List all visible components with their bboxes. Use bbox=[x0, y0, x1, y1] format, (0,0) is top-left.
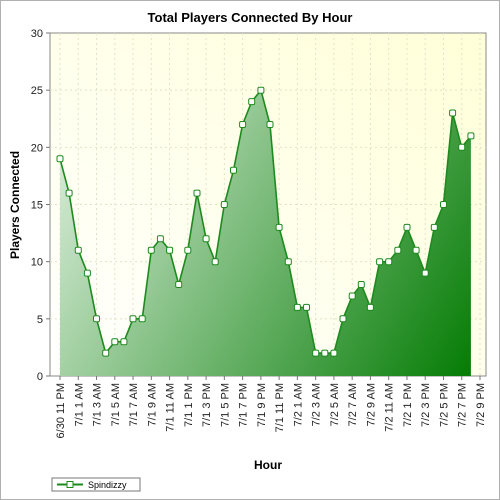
data-point bbox=[321, 349, 329, 357]
x-tick-label: 7/2 1 AM bbox=[292, 383, 304, 426]
x-tick-label: 7/1 3 PM bbox=[201, 383, 213, 427]
x-tick-label: 7/1 11 AM bbox=[165, 383, 177, 432]
data-point bbox=[366, 303, 374, 311]
data-point bbox=[175, 281, 183, 288]
data-point bbox=[257, 86, 265, 94]
y-tick-label: 30 bbox=[31, 28, 43, 40]
data-point bbox=[339, 315, 347, 323]
data-point bbox=[275, 223, 283, 231]
data-point bbox=[467, 132, 475, 140]
y-tick-label: 5 bbox=[37, 314, 43, 326]
x-tick-label: 7/2 5 PM bbox=[438, 383, 450, 427]
x-tick-label: 7/2 11 AM bbox=[384, 383, 396, 432]
data-point bbox=[74, 246, 82, 254]
x-tick-label: 7/1 1 AM bbox=[73, 383, 85, 426]
data-point bbox=[193, 189, 201, 197]
x-tick-label: 7/1 11 PM bbox=[274, 383, 286, 432]
x-axis-label: Hour bbox=[254, 458, 282, 472]
data-point bbox=[348, 292, 356, 300]
data-point bbox=[376, 258, 384, 266]
data-point bbox=[211, 258, 219, 266]
data-point bbox=[138, 315, 146, 323]
y-axis-ticks: 0 5 10 15 20 25 30 bbox=[31, 28, 50, 383]
legend: Spindizzy bbox=[51, 477, 141, 492]
data-point bbox=[147, 246, 155, 254]
data-point bbox=[303, 303, 310, 311]
data-point bbox=[284, 258, 292, 266]
x-tick-label: 7/1 7 PM bbox=[238, 383, 250, 427]
legend-label: Spindizzy bbox=[88, 480, 127, 490]
data-point bbox=[65, 189, 73, 197]
data-point bbox=[120, 338, 128, 346]
data-point bbox=[248, 98, 256, 106]
data-point bbox=[239, 121, 247, 128]
data-point bbox=[166, 246, 174, 254]
y-tick-label: 20 bbox=[31, 142, 43, 154]
data-point bbox=[430, 223, 438, 231]
data-point bbox=[230, 166, 237, 174]
series-line bbox=[59, 88, 472, 355]
data-point bbox=[412, 246, 420, 254]
data-point bbox=[440, 201, 447, 208]
legend-box bbox=[51, 477, 141, 492]
x-tick-label: 7/1 9 PM bbox=[256, 383, 268, 427]
legend-swatch-marker bbox=[66, 481, 74, 488]
x-tick-label: 7/2 9 PM bbox=[475, 383, 487, 427]
data-point bbox=[184, 246, 192, 254]
data-point bbox=[403, 223, 411, 231]
x-tick-label: 7/2 5 AM bbox=[329, 383, 341, 426]
x-tick-label: 7/2 7 AM bbox=[347, 383, 359, 426]
data-point bbox=[293, 303, 301, 311]
y-tick-label: 15 bbox=[31, 200, 43, 212]
x-tick-label: 7/1 1 PM bbox=[183, 383, 195, 427]
x-tick-label: 7/1 3 AM bbox=[92, 383, 104, 426]
data-point bbox=[111, 338, 119, 346]
x-tick-label: 7/2 3 PM bbox=[420, 383, 432, 427]
data-point bbox=[357, 281, 365, 288]
data-point bbox=[458, 143, 466, 151]
data-point bbox=[202, 235, 210, 243]
data-point bbox=[102, 349, 110, 357]
data-point bbox=[156, 235, 164, 243]
y-axis-label: Players Connected bbox=[8, 151, 22, 259]
y-tick-label: 0 bbox=[37, 371, 43, 383]
x-tick-label: 7/2 1 PM bbox=[402, 383, 414, 427]
data-point bbox=[83, 269, 91, 277]
data-point bbox=[129, 315, 137, 323]
data-point bbox=[449, 109, 457, 117]
data-point bbox=[421, 269, 429, 277]
chart-title: Total Players Connected By Hour bbox=[148, 10, 353, 25]
data-point bbox=[56, 155, 64, 163]
data-point bbox=[312, 349, 320, 357]
x-tick-label: 7/1 7 AM bbox=[128, 383, 140, 426]
data-point bbox=[266, 121, 274, 128]
x-tick-label: 6/30 11 PM bbox=[55, 383, 67, 438]
x-axis-ticks: 6/30 11 PM 7/1 1 AM 7/1 3 AM 7/1 5 AM 7/1 7 … bbox=[55, 376, 487, 438]
data-point bbox=[93, 315, 100, 323]
data-point bbox=[330, 349, 338, 357]
data-point bbox=[394, 246, 402, 254]
x-tick-label: 7/2 7 PM bbox=[457, 383, 469, 427]
y-tick-label: 10 bbox=[31, 257, 43, 269]
y-tick-label: 25 bbox=[31, 85, 43, 97]
data-point bbox=[220, 201, 228, 208]
series-markers bbox=[56, 86, 475, 357]
data-point bbox=[385, 258, 393, 266]
x-tick-label: 7/1 9 AM bbox=[146, 383, 158, 426]
x-tick-label: 7/2 9 AM bbox=[365, 383, 377, 426]
x-tick-label: 7/1 5 PM bbox=[219, 383, 231, 427]
x-tick-label: 7/2 3 AM bbox=[311, 383, 323, 426]
x-tick-label: 7/1 5 AM bbox=[110, 383, 122, 426]
